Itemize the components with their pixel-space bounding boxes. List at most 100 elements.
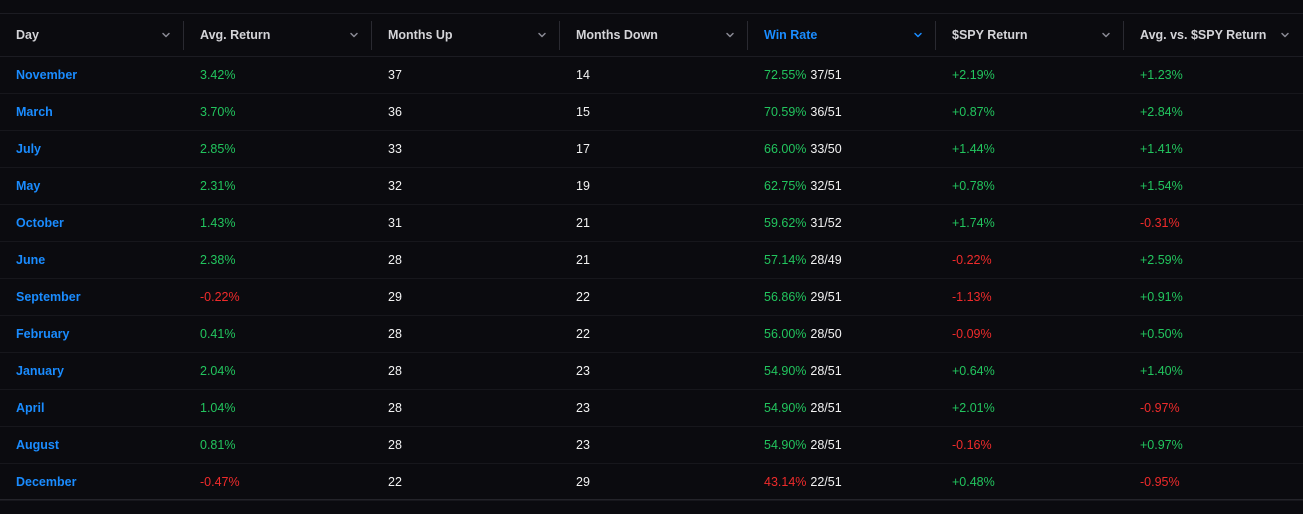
column-separator[interactable]: [747, 21, 748, 50]
table-row: August 0.81% 28 23 54.90% 28/51 -0.16% +0.97%: [0, 426, 1303, 464]
cell-day[interactable]: December: [0, 463, 184, 501]
column-header-avg-vs-spy[interactable]: Avg. vs. $SPY Return: [1124, 14, 1303, 57]
cell-spy-return-value: -0.16%: [952, 438, 992, 452]
cell-day[interactable]: November: [0, 56, 184, 94]
cell-avg-vs-spy: +1.40%: [1124, 352, 1303, 390]
cell-months-down-value: 23: [576, 364, 590, 378]
win-rate-fraction: 22/51: [810, 475, 842, 489]
column-header-months-up[interactable]: Months Up: [372, 14, 560, 57]
cell-day[interactable]: July: [0, 130, 184, 168]
cell-day-value[interactable]: July: [16, 142, 42, 156]
cell-win-rate: 56.86% 29/51: [748, 278, 936, 316]
table-row: November 3.42% 37 14 72.55% 37/51 +2.19% +1.23%: [0, 56, 1303, 94]
cell-spy-return: -0.16%: [936, 426, 1124, 464]
cell-day[interactable]: October: [0, 204, 184, 242]
cell-months-up: 31: [372, 204, 560, 242]
chevron-down-icon[interactable]: [912, 29, 924, 41]
column-separator[interactable]: [559, 21, 560, 50]
cell-avg-vs-spy: +1.23%: [1124, 56, 1303, 94]
cell-avg-return-value: 3.42%: [200, 68, 236, 82]
cell-win-rate: 62.75% 32/51: [748, 167, 936, 205]
cell-avg-return-value: 0.41%: [200, 327, 236, 341]
cell-avg-vs-spy-value: +0.97%: [1140, 438, 1183, 452]
cell-months-down-value: 29: [576, 475, 590, 489]
column-header-day[interactable]: Day: [0, 14, 184, 57]
cell-avg-return: 2.04%: [184, 352, 372, 390]
column-header-content: Avg. Return: [200, 14, 372, 56]
cell-day-value[interactable]: March: [16, 105, 53, 119]
cell-day[interactable]: March: [0, 93, 184, 131]
column-separator[interactable]: [1123, 21, 1124, 50]
chevron-down-icon[interactable]: [1279, 29, 1291, 41]
column-separator[interactable]: [935, 21, 936, 50]
cell-avg-return-value: 2.31%: [200, 179, 236, 193]
cell-day-value[interactable]: September: [16, 290, 81, 304]
cell-win-rate: 56.00% 28/50: [748, 315, 936, 353]
column-header-avg-return[interactable]: Avg. Return: [184, 14, 372, 57]
cell-day[interactable]: August: [0, 426, 184, 464]
chevron-down-icon[interactable]: [1100, 29, 1112, 41]
cell-avg-return-value: 2.85%: [200, 142, 236, 156]
table-row: January 2.04% 28 23 54.90% 28/51 +0.64% +1.40%: [0, 352, 1303, 390]
cell-avg-vs-spy: +1.54%: [1124, 167, 1303, 205]
win-rate-fraction: 33/50: [810, 142, 842, 156]
win-rate-fraction: 36/51: [810, 105, 842, 119]
cell-day-value[interactable]: October: [16, 216, 64, 230]
column-header-label: Months Up: [388, 28, 453, 42]
column-header-label: Months Down: [576, 28, 658, 42]
cell-avg-return-value: 3.70%: [200, 105, 236, 119]
cell-avg-return-value: 2.38%: [200, 253, 236, 267]
cell-spy-return-value: +2.01%: [952, 401, 995, 415]
cell-avg-vs-spy-value: +1.41%: [1140, 142, 1183, 156]
column-header-label: Win Rate: [764, 28, 818, 42]
column-header-win-rate[interactable]: Win Rate: [748, 14, 936, 57]
table-header: Day Avg. Return Months Up Months Down Win Ra…: [0, 14, 1303, 57]
cell-day-value[interactable]: January: [16, 364, 64, 378]
chevron-down-icon[interactable]: [536, 29, 548, 41]
cell-day[interactable]: April: [0, 389, 184, 427]
column-header-content: $SPY Return: [952, 14, 1124, 56]
cell-months-up: 28: [372, 241, 560, 279]
cell-months-down-value: 19: [576, 179, 590, 193]
cell-spy-return-value: +1.44%: [952, 142, 995, 156]
column-header-content: Avg. vs. $SPY Return: [1140, 14, 1303, 56]
header-row: Day Avg. Return Months Up Months Down Win Ra…: [0, 14, 1303, 57]
column-header-months-down[interactable]: Months Down: [560, 14, 748, 57]
cell-avg-vs-spy-value: +1.40%: [1140, 364, 1183, 378]
cell-day[interactable]: September: [0, 278, 184, 316]
cell-months-up-value: 22: [388, 475, 402, 489]
cell-avg-return-value: -0.22%: [200, 290, 240, 304]
cell-day[interactable]: June: [0, 241, 184, 279]
table-row: September -0.22% 29 22 56.86% 29/51 -1.13% +0.9…: [0, 278, 1303, 316]
cell-day-value[interactable]: November: [16, 68, 78, 82]
cell-spy-return-value: -0.22%: [952, 253, 992, 267]
cell-day[interactable]: January: [0, 352, 184, 390]
cell-win-rate: 54.90% 28/51: [748, 426, 936, 464]
cell-months-up-value: 31: [388, 216, 402, 230]
chevron-down-icon[interactable]: [348, 29, 360, 41]
cell-win-rate: 59.62% 31/52: [748, 204, 936, 242]
chevron-down-icon[interactable]: [724, 29, 736, 41]
cell-day-value[interactable]: May: [16, 179, 41, 193]
cell-avg-vs-spy: +0.50%: [1124, 315, 1303, 353]
cell-spy-return-value: +0.48%: [952, 475, 995, 489]
chevron-down-icon[interactable]: [160, 29, 172, 41]
column-separator[interactable]: [183, 21, 184, 50]
column-separator[interactable]: [371, 21, 372, 50]
cell-day[interactable]: February: [0, 315, 184, 353]
cell-day[interactable]: May: [0, 167, 184, 205]
cell-months-up-value: 28: [388, 327, 402, 341]
cell-day-value[interactable]: August: [16, 438, 60, 452]
column-header-spy-return[interactable]: $SPY Return: [936, 14, 1124, 57]
cell-day-value[interactable]: December: [16, 475, 77, 489]
top-divider: [0, 13, 1303, 14]
cell-day-value[interactable]: June: [16, 253, 46, 267]
cell-spy-return-value: +0.78%: [952, 179, 995, 193]
cell-day-value[interactable]: February: [16, 327, 70, 341]
cell-months-down-value: 23: [576, 438, 590, 452]
cell-spy-return-value: +1.74%: [952, 216, 995, 230]
cell-avg-vs-spy-value: +0.91%: [1140, 290, 1183, 304]
cell-months-up: 36: [372, 93, 560, 131]
cell-day-value[interactable]: April: [16, 401, 45, 415]
cell-months-up: 22: [372, 463, 560, 501]
